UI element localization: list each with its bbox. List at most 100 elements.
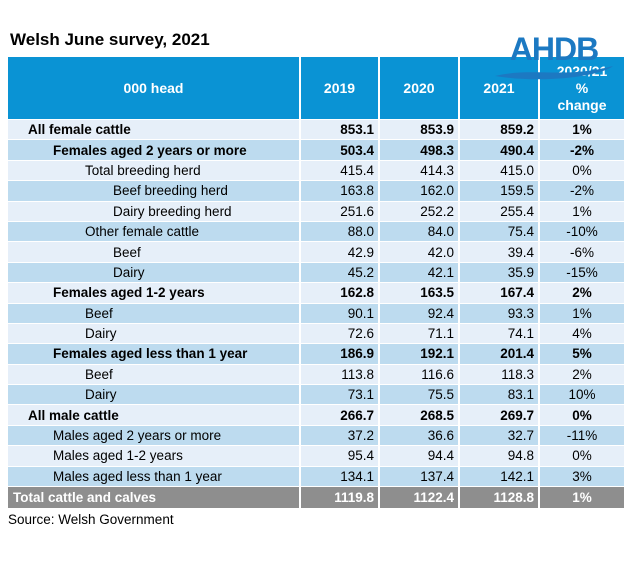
- table-row: Dairy breeding herd 251.6 252.2 255.4 1%: [8, 201, 624, 221]
- cell-change: 5%: [538, 344, 624, 364]
- table-row: Beef 90.1 92.4 93.3 1%: [8, 303, 624, 323]
- cell-change: 1%: [538, 201, 624, 221]
- row-label: Beef: [8, 242, 299, 262]
- row-label: Females aged 1-2 years: [8, 283, 299, 303]
- cell-2021: 201.4: [458, 344, 538, 364]
- cell-2021: 415.0: [458, 160, 538, 181]
- table-row: Total breeding herd 415.4 414.3 415.0 0%: [8, 160, 624, 181]
- cell-2019: 1119.8: [299, 487, 378, 509]
- total-row: Total cattle and calves 1119.8 1122.4 11…: [8, 487, 624, 509]
- cell-2020: 268.5: [378, 405, 458, 425]
- cell-change: -10%: [538, 221, 624, 242]
- cell-2021: 75.4: [458, 221, 538, 242]
- table-row: Dairy 73.1 75.5 83.1 10%: [8, 385, 624, 405]
- row-label: Dairy breeding herd: [8, 201, 299, 221]
- cell-2019: 72.6: [299, 323, 378, 344]
- cell-2021: 83.1: [458, 385, 538, 405]
- row-label: Beef breeding herd: [8, 181, 299, 201]
- row-label: Beef: [8, 303, 299, 323]
- cell-2019: 37.2: [299, 425, 378, 446]
- table-row: All female cattle 853.1 853.9 859.2 1%: [8, 120, 624, 140]
- cell-2020: 42.0: [378, 242, 458, 262]
- row-label: Total breeding herd: [8, 160, 299, 181]
- cell-2019: 162.8: [299, 283, 378, 303]
- cell-change: 0%: [538, 405, 624, 425]
- table-header-row: 000 head 2019 2020 2021 2020/21 % change: [8, 57, 624, 119]
- cell-2021: 159.5: [458, 181, 538, 201]
- cell-2021: 255.4: [458, 201, 538, 221]
- cell-2020: 137.4: [378, 466, 458, 487]
- cell-2020: 163.5: [378, 283, 458, 303]
- source-note: Source: Welsh Government: [8, 512, 174, 528]
- row-label: Males aged 2 years or more: [8, 425, 299, 446]
- table-row: Beef breeding herd 163.8 162.0 159.5 -2%: [8, 181, 624, 201]
- cell-2019: 90.1: [299, 303, 378, 323]
- cell-change: 10%: [538, 385, 624, 405]
- table-row: Dairy 72.6 71.1 74.1 4%: [8, 323, 624, 344]
- table-row: Males aged 1-2 years 95.4 94.4 94.8 0%: [8, 446, 624, 466]
- cell-2020: 162.0: [378, 181, 458, 201]
- cell-2020: 116.6: [378, 364, 458, 385]
- table-row: Beef 42.9 42.0 39.4 -6%: [8, 242, 624, 262]
- table-row: Other female cattle 88.0 84.0 75.4 -10%: [8, 221, 624, 242]
- table-row: Males aged 2 years or more 37.2 36.6 32.7 -1…: [8, 425, 624, 446]
- ahdb-logo: AHDB: [490, 33, 618, 81]
- header-2020: 2020: [378, 57, 458, 119]
- cell-2020: 498.3: [378, 140, 458, 160]
- cell-2021: 93.3: [458, 303, 538, 323]
- table-row: Dairy 45.2 42.1 35.9 -15%: [8, 262, 624, 283]
- row-label: All male cattle: [8, 405, 299, 425]
- cell-change: 3%: [538, 466, 624, 487]
- row-label: Other female cattle: [8, 221, 299, 242]
- cell-change: 0%: [538, 160, 624, 181]
- header-units: 000 head: [8, 57, 299, 119]
- cell-2019: 503.4: [299, 140, 378, 160]
- cell-change: 1%: [538, 303, 624, 323]
- cell-2021: 39.4: [458, 242, 538, 262]
- header-2019: 2019: [299, 57, 378, 119]
- row-label: Beef: [8, 364, 299, 385]
- cell-2020: 853.9: [378, 120, 458, 140]
- cell-2020: 94.4: [378, 446, 458, 466]
- cell-2019: 134.1: [299, 466, 378, 487]
- cell-2021: 269.7: [458, 405, 538, 425]
- table-row: All male cattle 266.7 268.5 269.7 0%: [8, 405, 624, 425]
- page-title: Welsh June survey, 2021: [10, 30, 210, 49]
- cell-2019: 73.1: [299, 385, 378, 405]
- survey-table: 000 head 2019 2020 2021 2020/21 % change…: [8, 57, 624, 509]
- header-2021: 2021: [458, 57, 538, 119]
- cell-2020: 192.1: [378, 344, 458, 364]
- cell-2019: 88.0: [299, 221, 378, 242]
- cell-change: -6%: [538, 242, 624, 262]
- table-row: Females aged 1-2 years 162.8 163.5 167.4 2%: [8, 283, 624, 303]
- cell-2020: 414.3: [378, 160, 458, 181]
- row-label: Dairy: [8, 323, 299, 344]
- table-row: Females aged 2 years or more 503.4 498.3 49…: [8, 140, 624, 160]
- table-row: Beef 113.8 116.6 118.3 2%: [8, 364, 624, 385]
- cell-2019: 186.9: [299, 344, 378, 364]
- cell-change: -15%: [538, 262, 624, 283]
- cell-2019: 113.8: [299, 364, 378, 385]
- cell-2021: 74.1: [458, 323, 538, 344]
- row-label: Total cattle and calves: [8, 487, 299, 509]
- cell-2019: 42.9: [299, 242, 378, 262]
- cell-change: -2%: [538, 181, 624, 201]
- cell-2021: 490.4: [458, 140, 538, 160]
- ahdb-swoosh-icon: [495, 66, 613, 80]
- cell-2021: 1128.8: [458, 487, 538, 509]
- row-label: All female cattle: [8, 120, 299, 140]
- row-label: Dairy: [8, 262, 299, 283]
- cell-2020: 75.5: [378, 385, 458, 405]
- table-row: Females aged less than 1 year 186.9 192.1 2…: [8, 344, 624, 364]
- table-row: Males aged less than 1 year 134.1 137.4 142…: [8, 466, 624, 487]
- cell-2019: 45.2: [299, 262, 378, 283]
- cell-2020: 36.6: [378, 425, 458, 446]
- cell-change: 4%: [538, 323, 624, 344]
- cell-2020: 1122.4: [378, 487, 458, 509]
- cell-2019: 266.7: [299, 405, 378, 425]
- cell-change: 0%: [538, 446, 624, 466]
- cell-2020: 71.1: [378, 323, 458, 344]
- cell-change: -11%: [538, 425, 624, 446]
- cell-2019: 853.1: [299, 120, 378, 140]
- cell-2020: 252.2: [378, 201, 458, 221]
